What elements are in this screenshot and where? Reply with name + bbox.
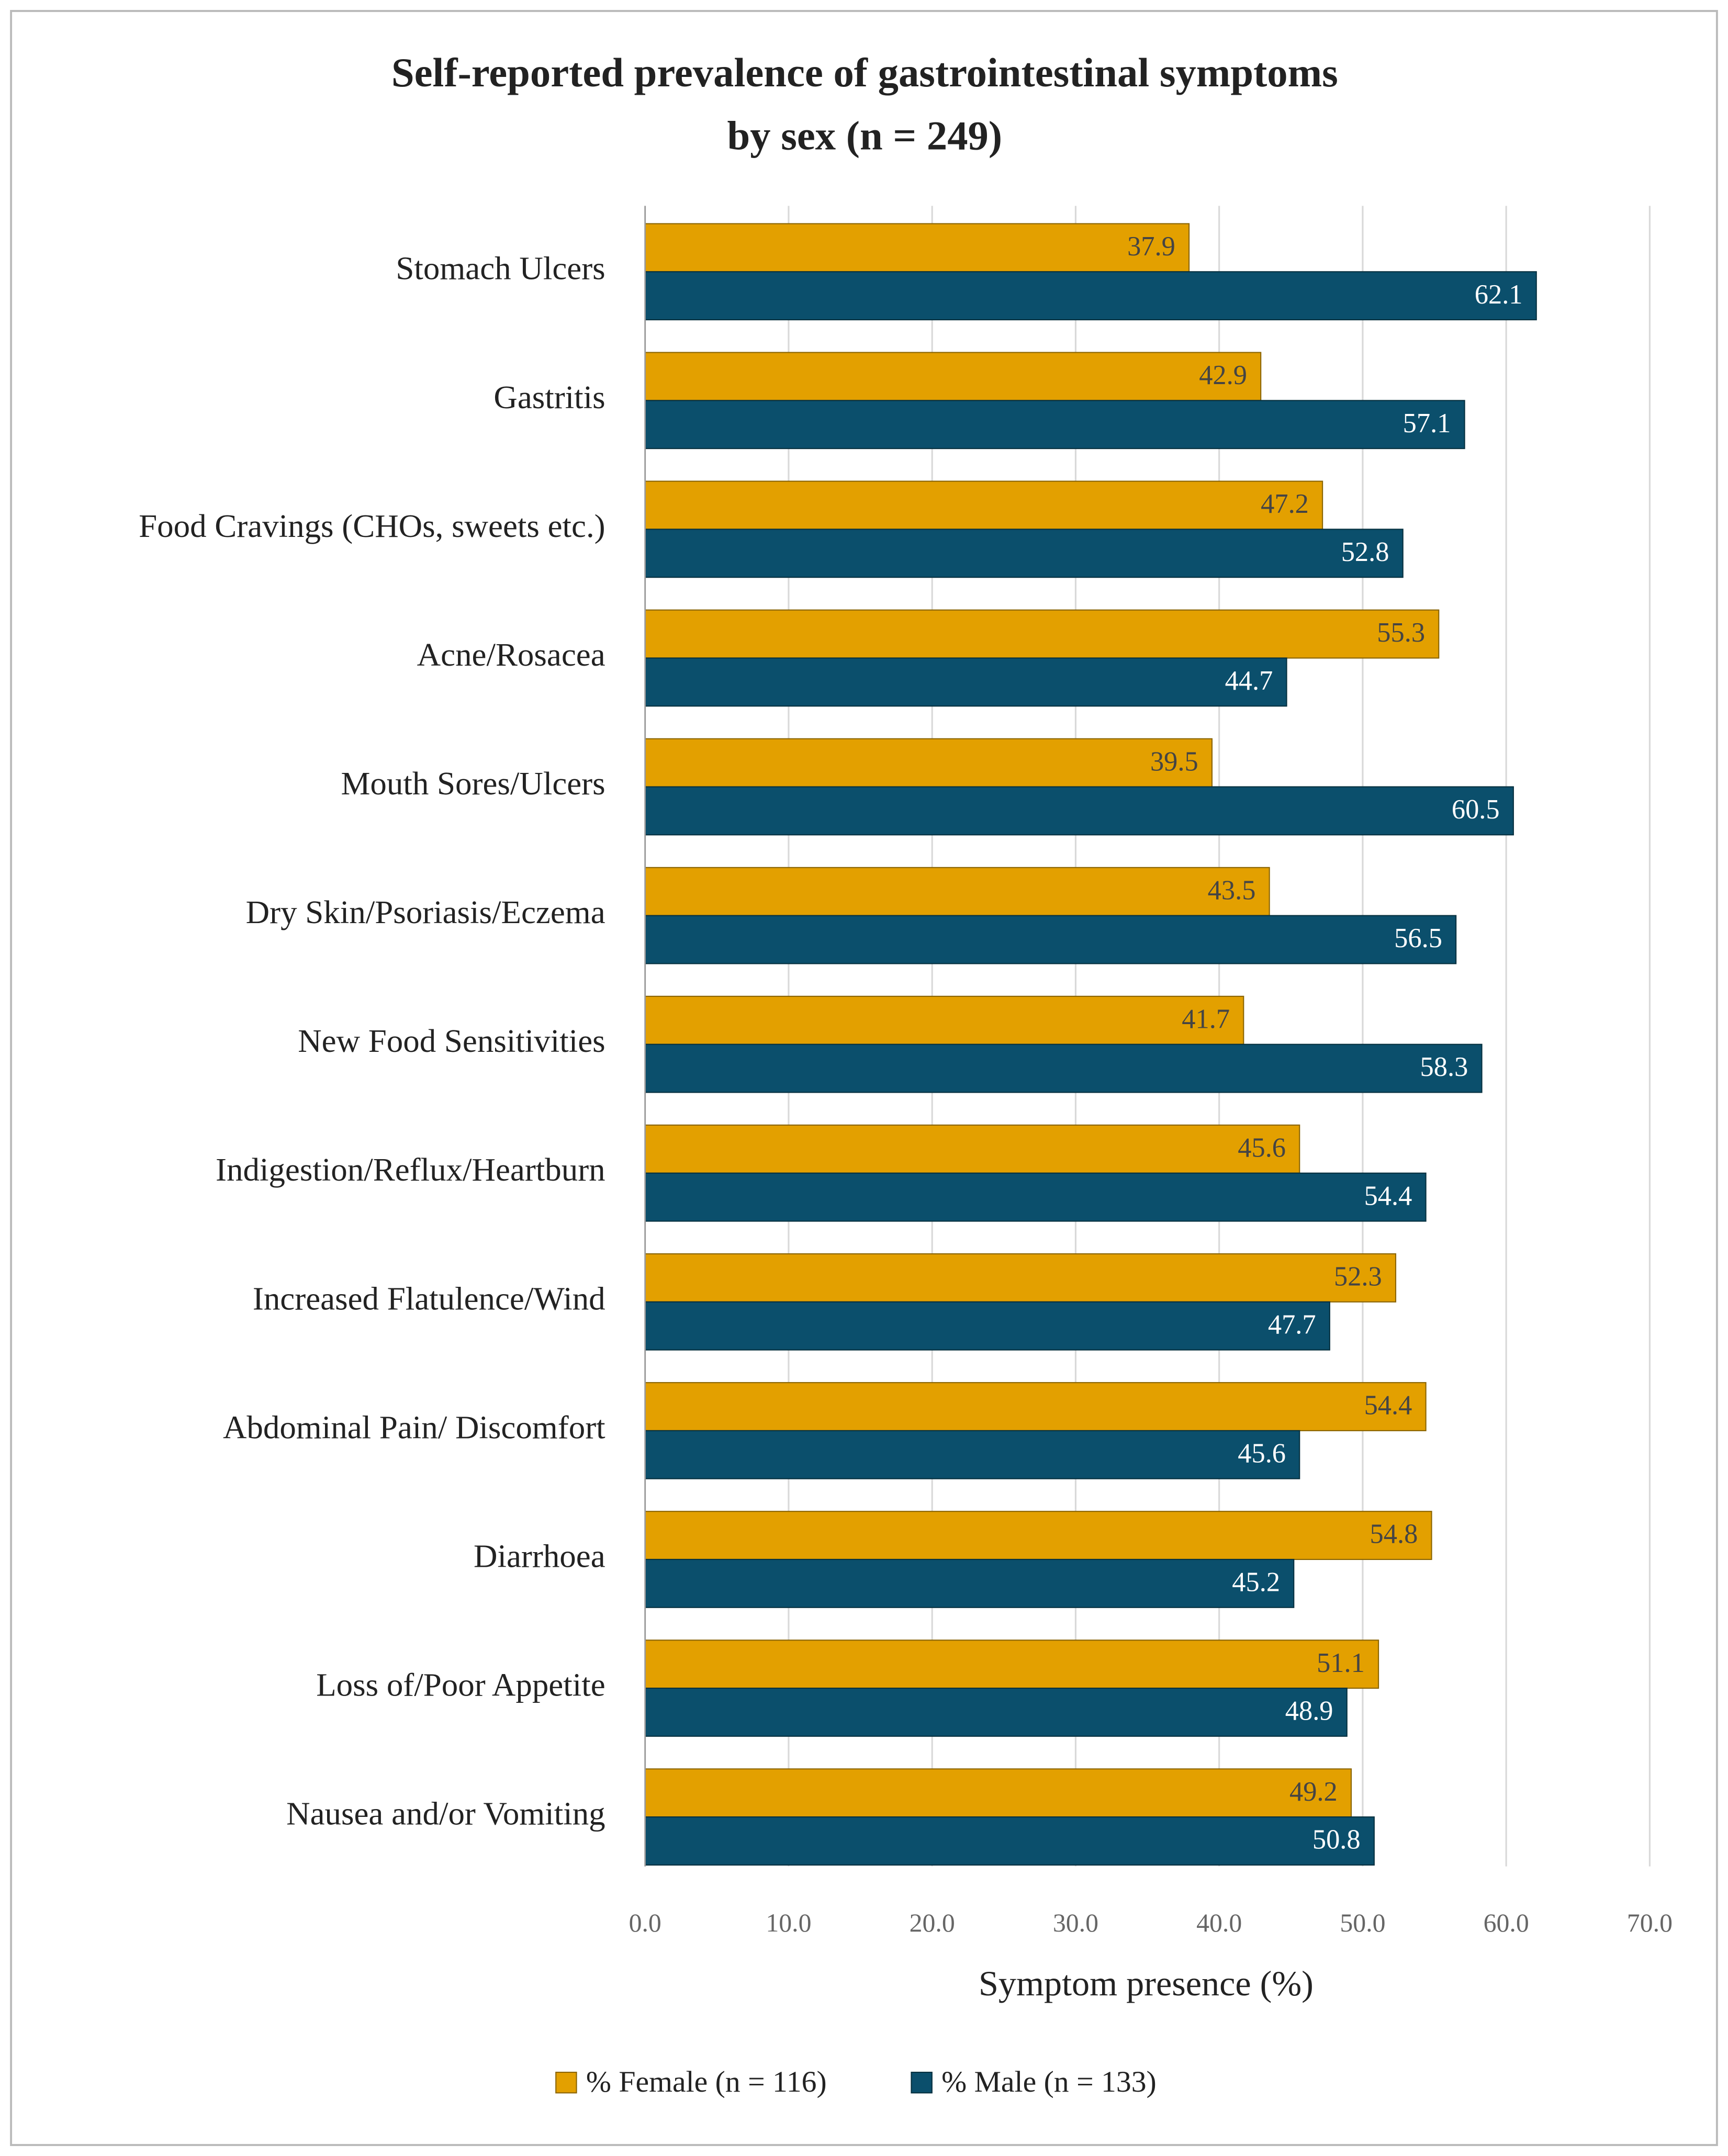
data-label: 54.4 <box>1364 1390 1412 1421</box>
y-tick-label: Acne/Rosacea <box>417 636 605 673</box>
x-tick-label: 60.0 <box>1484 1908 1529 1937</box>
bar <box>644 529 1404 578</box>
data-label: 45.6 <box>1238 1133 1286 1163</box>
y-tick-label: Nausea and/or Vomiting <box>286 1795 605 1832</box>
x-tick-label: 70.0 <box>1627 1908 1673 1937</box>
data-label: 52.8 <box>1341 537 1389 567</box>
data-label: 42.9 <box>1199 360 1247 390</box>
data-label: 56.5 <box>1394 923 1442 953</box>
y-tick-label: Diarrhoea <box>474 1537 605 1574</box>
data-label: 54.8 <box>1370 1519 1418 1549</box>
bar <box>644 480 1323 530</box>
bar <box>644 867 1270 916</box>
data-label: 54.4 <box>1364 1181 1412 1211</box>
bar <box>644 1768 1352 1818</box>
data-label: 47.2 <box>1261 489 1309 519</box>
x-tick-label: 0.0 <box>629 1908 661 1937</box>
y-tick-label: Gastritis <box>493 379 605 416</box>
bar <box>644 1301 1330 1351</box>
data-label: 39.5 <box>1150 746 1198 777</box>
bar <box>644 657 1287 707</box>
legend-label: % Male (n = 133) <box>941 2065 1157 2098</box>
y-tick-label: Stomach Ulcers <box>396 250 605 287</box>
bar <box>644 1511 1432 1560</box>
data-label: 51.1 <box>1317 1648 1365 1678</box>
data-label: 55.3 <box>1377 617 1425 648</box>
data-label: 60.5 <box>1452 794 1500 825</box>
bar <box>644 271 1537 321</box>
y-tick-label: Mouth Sores/Ulcers <box>341 765 605 802</box>
bar <box>644 1430 1300 1479</box>
bar <box>644 352 1262 401</box>
bar <box>644 1172 1427 1222</box>
data-label: 41.7 <box>1182 1004 1230 1034</box>
data-label: 58.3 <box>1420 1052 1468 1082</box>
y-tick-label: Dry Skin/Psoriasis/Eczema <box>246 894 605 930</box>
y-tick-label: Food Cravings (CHOs, sweets etc.) <box>139 508 605 544</box>
data-label: 50.8 <box>1312 1825 1361 1855</box>
bar <box>644 1640 1379 1689</box>
bar <box>644 1558 1295 1608</box>
x-tick-label: 50.0 <box>1340 1908 1385 1937</box>
bar <box>644 915 1457 964</box>
data-label: 47.7 <box>1268 1309 1316 1340</box>
bar <box>644 400 1465 450</box>
bar <box>644 1253 1397 1302</box>
chart-title: Self-reported prevalence of gastrointest… <box>391 50 1338 96</box>
x-tick-label: 20.0 <box>910 1908 955 1937</box>
data-label: 44.7 <box>1225 666 1273 696</box>
bar <box>644 1124 1300 1174</box>
y-tick-label: Loss of/Poor Appetite <box>316 1666 605 1703</box>
x-axis-title: Symptom presence (%) <box>979 1963 1314 2003</box>
y-tick-label: Indigestion/Reflux/Heartburn <box>216 1151 605 1188</box>
legend-swatch <box>911 2071 933 2094</box>
chart-title: by sex (n = 249) <box>727 114 1003 159</box>
x-tick-label: 40.0 <box>1196 1908 1242 1937</box>
y-tick-label: Increased Flatulence/Wind <box>253 1280 605 1317</box>
data-label: 45.6 <box>1238 1438 1286 1468</box>
data-label: 45.2 <box>1232 1567 1280 1598</box>
bar <box>644 1688 1348 1737</box>
data-label: 57.1 <box>1403 408 1451 439</box>
bar <box>644 995 1244 1045</box>
data-label: 37.9 <box>1127 231 1175 262</box>
bar <box>644 738 1213 788</box>
bar <box>644 223 1190 273</box>
bar <box>644 1043 1483 1093</box>
data-label: 49.2 <box>1289 1777 1338 1807</box>
data-label: 52.3 <box>1334 1262 1382 1292</box>
x-tick-label: 30.0 <box>1053 1908 1098 1937</box>
y-tick-label: Abdominal Pain/ Discomfort <box>223 1409 605 1445</box>
legend-label: % Female (n = 116) <box>586 2065 827 2098</box>
data-label: 48.9 <box>1285 1696 1333 1726</box>
bar <box>644 609 1440 659</box>
legend-swatch <box>555 2071 577 2094</box>
bar <box>644 1816 1375 1866</box>
x-tick-label: 10.0 <box>766 1908 811 1937</box>
y-tick-label: New Food Sensitivities <box>298 1023 605 1059</box>
bar <box>644 1382 1427 1431</box>
data-label: 62.1 <box>1475 279 1523 310</box>
bar <box>644 786 1514 836</box>
data-label: 43.5 <box>1208 875 1256 905</box>
